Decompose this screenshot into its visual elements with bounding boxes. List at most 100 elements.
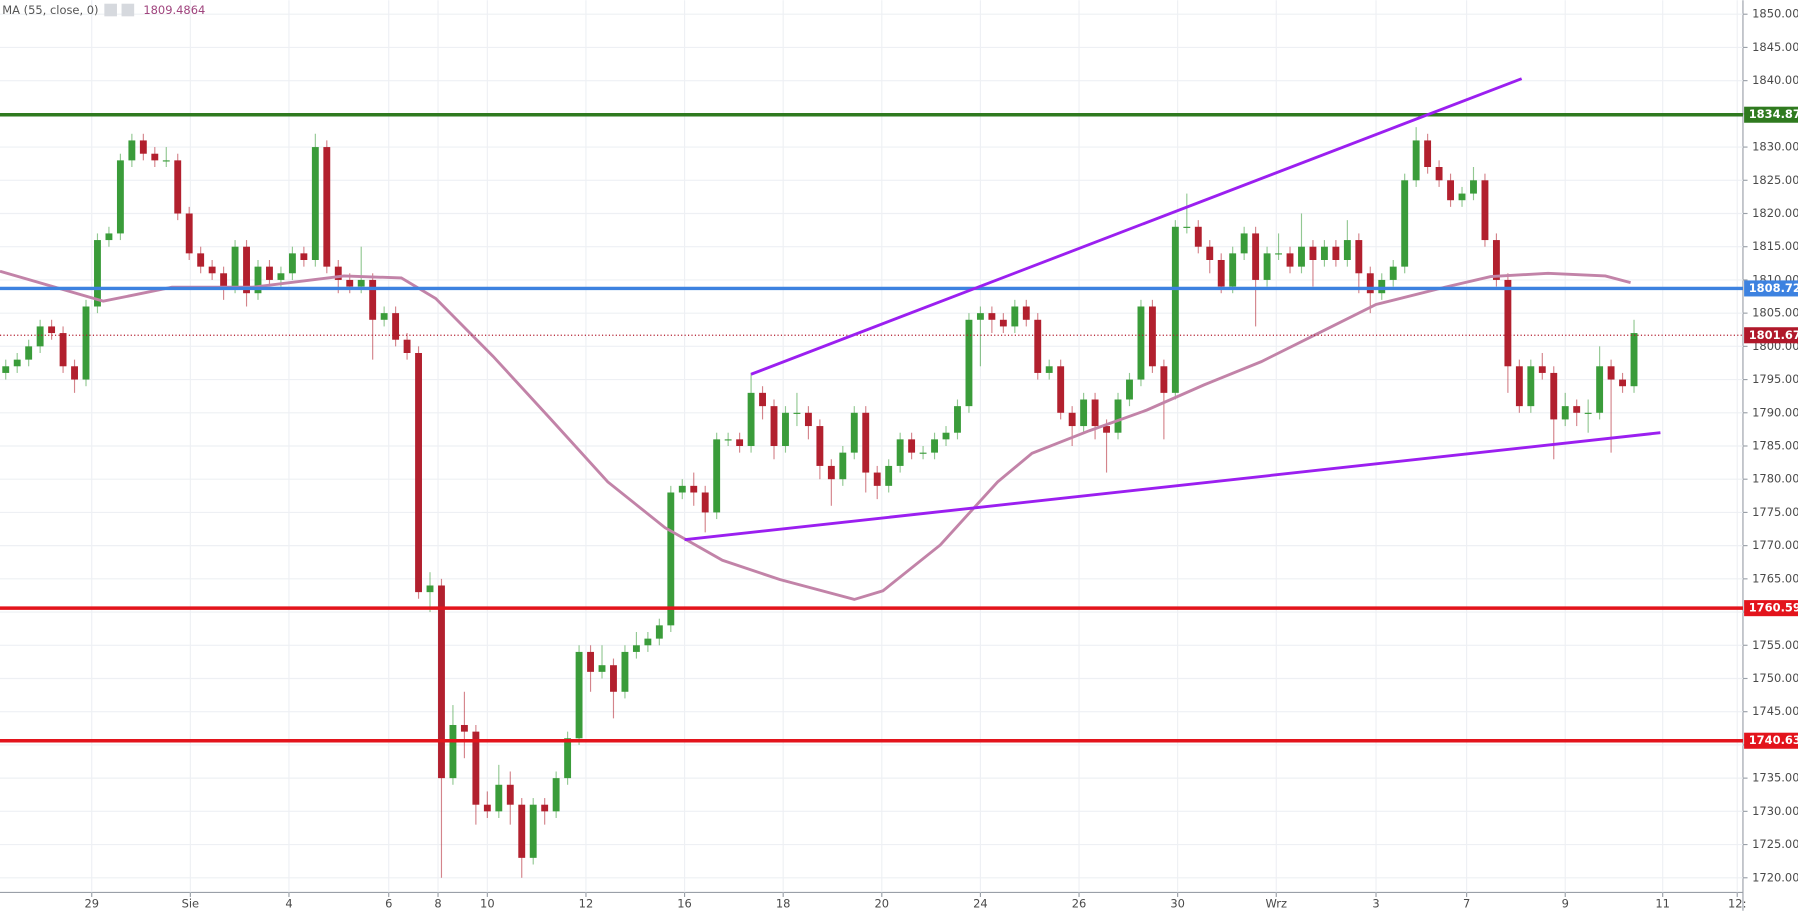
y-tick-label: 1745.00 [1752, 704, 1798, 718]
x-tick-label: 24 [973, 896, 988, 910]
candle-body [323, 147, 331, 267]
candle-body [415, 352, 422, 593]
candle-body [518, 804, 526, 858]
candle-body [1171, 226, 1179, 393]
y-tick-label: 1785.00 [1752, 438, 1798, 452]
y-tick-label: 1780.00 [1752, 472, 1798, 486]
candle-body [644, 638, 652, 646]
candle-body [1137, 306, 1145, 380]
candle-body [59, 333, 67, 367]
candle-body [667, 492, 675, 626]
candle-body [1596, 366, 1604, 413]
candle-body [266, 266, 273, 280]
candle-body [1412, 140, 1420, 181]
y-tick-label: 1815.00 [1752, 239, 1798, 253]
candle-body [1584, 412, 1592, 414]
candle-body [1160, 366, 1168, 393]
candle-body [277, 273, 285, 280]
level-label: 1760.59 [1749, 601, 1798, 615]
candle-body [1389, 266, 1397, 280]
candle-body [1240, 233, 1248, 254]
candle-body [1126, 379, 1133, 400]
candle-body [231, 246, 239, 287]
candle-body [747, 392, 755, 446]
candle-body [575, 651, 583, 739]
level-tag [1744, 106, 1798, 123]
candle-body [346, 279, 354, 287]
candle-body [942, 432, 950, 440]
candle-body [1252, 233, 1260, 280]
candle-body [1309, 246, 1317, 260]
candle-body [1091, 399, 1099, 427]
candle-body [1206, 246, 1214, 260]
settings-icon[interactable] [104, 3, 117, 17]
candle-body [1298, 246, 1305, 267]
candle-body [598, 665, 606, 672]
y-tick-label: 1820.00 [1752, 206, 1798, 220]
candle-body [495, 784, 503, 812]
x-tick-label: 9 [1562, 896, 1569, 910]
level-tag [1744, 732, 1798, 749]
x-tick-label: 4 [285, 896, 292, 910]
candle-body [1366, 273, 1374, 294]
indicator-value: 1809.4864 [143, 3, 205, 17]
candle-body [919, 452, 927, 454]
candle-body [288, 253, 296, 274]
candle-body [197, 253, 205, 267]
candle-body [873, 472, 881, 486]
x-tick-label: 20 [875, 896, 890, 910]
candle-body [690, 485, 698, 493]
y-tick-label: 1720.00 [1752, 870, 1798, 884]
candle-body [139, 140, 147, 154]
candle-body [1011, 306, 1019, 327]
candle-body [965, 319, 973, 407]
candle-body [1515, 366, 1523, 407]
candle-body [782, 412, 789, 446]
candle-body [380, 313, 388, 320]
y-tick-label: 1845.00 [1752, 40, 1798, 54]
candle-body [1355, 240, 1363, 274]
candle-body [1229, 253, 1237, 287]
candle-body [403, 339, 411, 353]
candle-body [105, 233, 113, 241]
candle-body [449, 724, 457, 779]
candle-body [13, 359, 21, 367]
candle-body [300, 253, 308, 260]
y-tick-label: 1765.00 [1752, 571, 1798, 585]
level-label: 1834.87 [1749, 107, 1798, 121]
candle-body [1148, 306, 1156, 367]
candle-body [724, 439, 732, 441]
candle-body [529, 804, 537, 858]
level-tag [1744, 280, 1798, 297]
candle-body [862, 412, 870, 473]
candle-body [1286, 253, 1294, 267]
candle-body [1057, 366, 1065, 413]
candle-body [1447, 180, 1454, 201]
candle-body [1263, 253, 1271, 280]
candle-body [36, 326, 44, 347]
candle-body [954, 406, 961, 433]
candle-body [1607, 366, 1615, 380]
candle-body [759, 392, 766, 407]
candle-body [116, 160, 124, 234]
candle-body [896, 439, 904, 466]
trend-line [684, 431, 1661, 542]
candle-body [438, 585, 445, 779]
moving-average [0, 269, 1631, 601]
candle-body [369, 279, 377, 320]
candle-body [82, 306, 90, 380]
candle-body [610, 665, 617, 692]
candle-body [850, 412, 858, 453]
candle-body [1492, 240, 1500, 280]
level-tag [1744, 600, 1798, 617]
candle-body [1424, 140, 1432, 167]
candle-body [1217, 259, 1225, 287]
last-price-label: 1801.67 [1749, 328, 1798, 342]
close-icon[interactable] [121, 3, 135, 17]
candle-body [827, 465, 835, 480]
level-label: 1808.72 [1749, 281, 1798, 295]
candle-body [770, 406, 778, 446]
candle-body [1378, 279, 1386, 294]
candle-body [1103, 426, 1110, 433]
